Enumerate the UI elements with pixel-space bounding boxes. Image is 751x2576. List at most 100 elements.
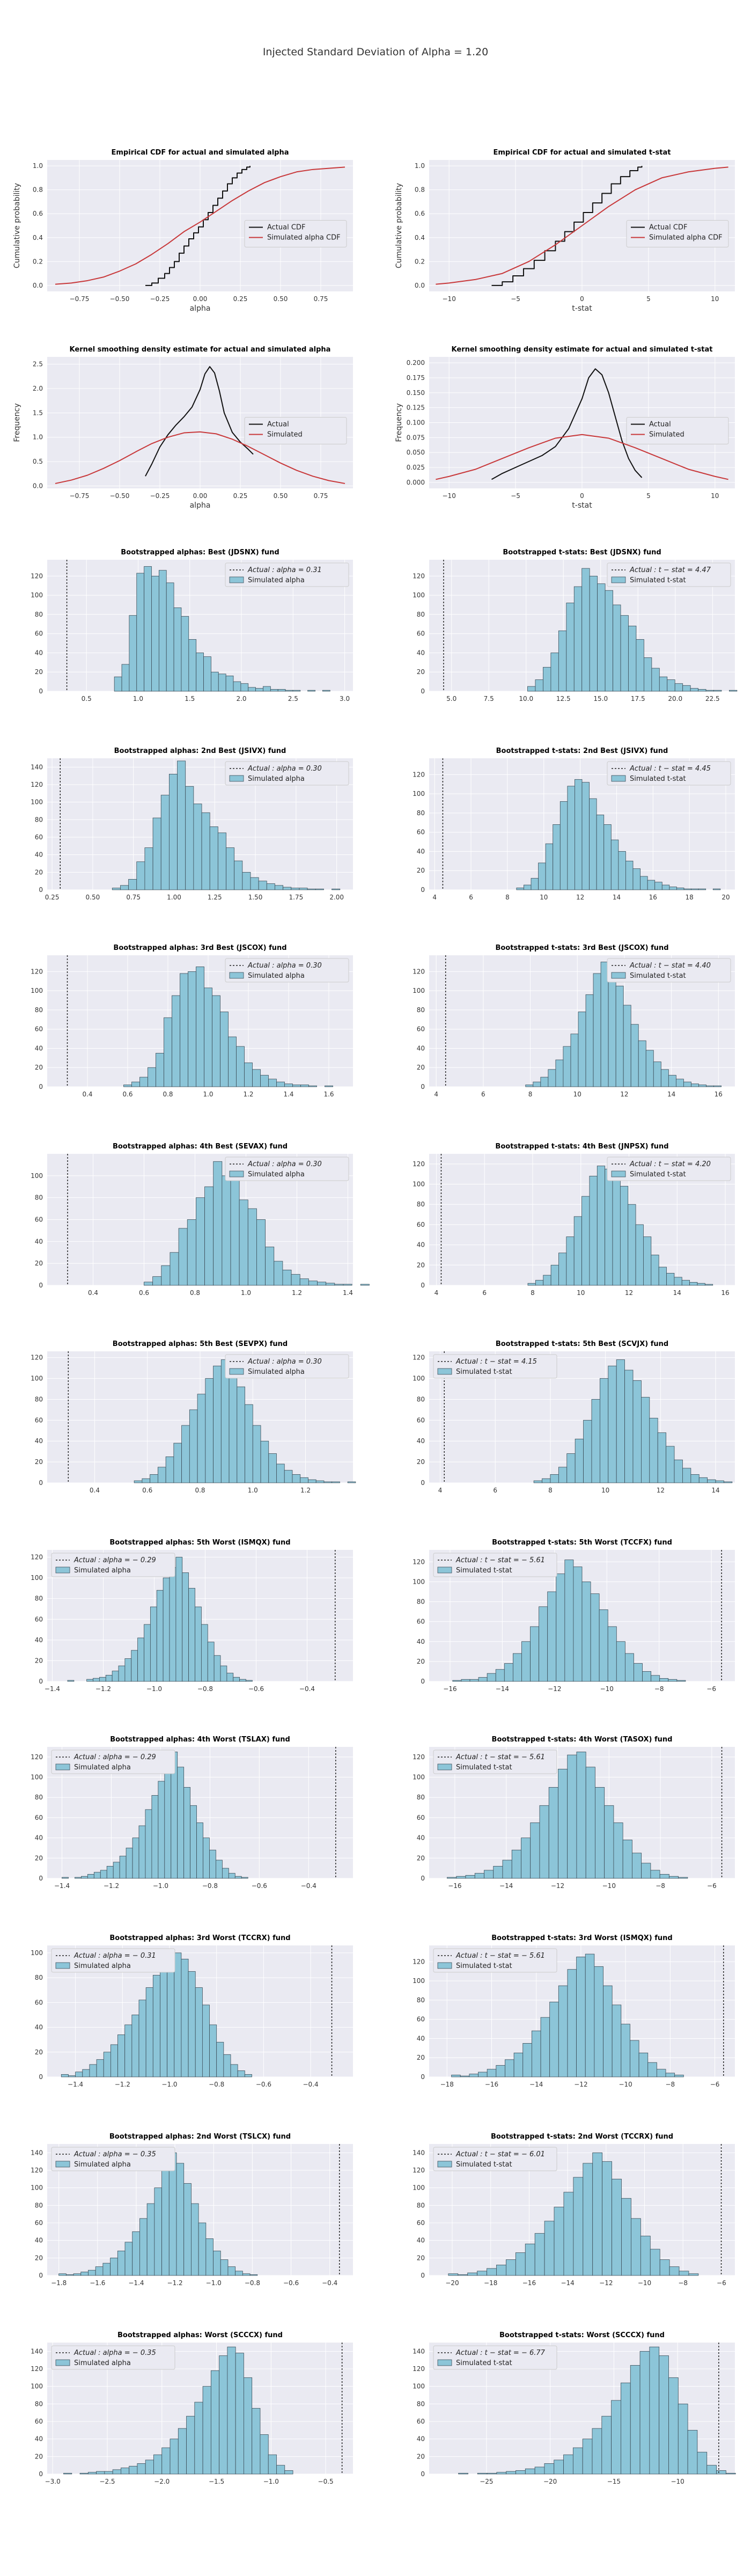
y-tick-label: 100	[413, 1375, 425, 1382]
histogram-bar	[636, 639, 644, 692]
y-tick-label: 80	[417, 1006, 425, 1014]
histogram-bar	[151, 1795, 159, 1879]
histogram-bar	[292, 1474, 301, 1483]
y-tick-label: 20	[417, 1854, 425, 1862]
histogram-bar	[563, 2454, 573, 2475]
legend-label: Simulated alpha	[248, 775, 305, 783]
histogram-bar	[220, 1012, 229, 1087]
histogram-bar	[575, 1438, 584, 1483]
histogram-bar	[212, 995, 220, 1087]
chart-h-a2: 0 20 40 60 80 100 120 140 0.25 0.50 0.75 1.00 1.25 1.…	[31, 747, 353, 901]
x-tick-label: −18	[440, 2081, 454, 2088]
histogram-bar	[187, 1219, 196, 1286]
x-tick-label: −14	[499, 1882, 513, 1890]
legend-box	[607, 562, 731, 587]
histogram-bar	[150, 1474, 158, 1483]
histogram-bar	[487, 1673, 496, 1682]
histogram-bar	[572, 2447, 583, 2475]
legend: Actual Simulated	[244, 417, 347, 444]
y-tick-label: 0.4	[33, 234, 43, 241]
histogram-bar	[181, 1959, 189, 2077]
x-tick-label: 0.50	[274, 492, 288, 500]
x-tick-label: 0.25	[45, 894, 60, 901]
y-tick-label: 60	[35, 630, 43, 638]
histogram-bar	[299, 1278, 309, 1286]
histogram-bar	[620, 1185, 629, 1286]
x-tick-label: −10	[671, 2478, 684, 2485]
y-tick-label: 60	[35, 1416, 43, 1424]
histogram-bar	[601, 2416, 612, 2475]
histogram-bar	[233, 681, 241, 692]
panel-title: Kernel smoothing density estimate for ac…	[452, 346, 713, 354]
y-tick-label: 0	[421, 2073, 425, 2081]
legend-label: Actual CDF	[649, 224, 687, 232]
y-tick-label: 120	[31, 1554, 43, 1561]
y-tick-label: 100	[413, 790, 425, 797]
y-tick-label: 40	[35, 2024, 43, 2031]
y-tick-label: 60	[35, 1216, 43, 1224]
y-tick-label: 60	[417, 2219, 425, 2227]
x-tick-label: 10	[577, 1289, 585, 1297]
histogram-bar	[197, 1394, 206, 1483]
histogram-bar	[616, 1359, 625, 1483]
histogram-bar	[570, 1034, 579, 1087]
histogram-bar	[567, 1969, 577, 2077]
x-tick-label: −18	[484, 2279, 497, 2287]
y-tick-label: 20	[417, 2254, 425, 2262]
y-tick-label: 0.175	[407, 374, 425, 382]
legend: Actual : alpha = − 0.31 Simulated alpha	[51, 1948, 175, 1973]
histogram-bar	[630, 2365, 640, 2475]
histogram-bar	[81, 1876, 88, 1879]
histogram-bar	[616, 1641, 625, 1682]
x-tick-label: 16	[649, 894, 657, 901]
y-tick-label: 0.6	[415, 210, 425, 217]
histogram-bar	[246, 1680, 253, 1682]
histogram-bar	[689, 1282, 698, 1286]
legend-box	[433, 1948, 557, 1973]
histogram-bar	[183, 2183, 192, 2276]
y-tick-label: 80	[35, 2201, 43, 2209]
legend-box	[51, 1948, 175, 1973]
histogram-bar	[590, 1593, 600, 1682]
legend-label: Actual : alpha = − 0.31	[73, 1952, 156, 1960]
histogram-bar	[145, 2460, 154, 2475]
histogram-bar	[621, 2198, 631, 2276]
y-tick-label: 120	[31, 968, 43, 975]
panel-title: Bootstrapped t-stats: Best (JDSNX) fund	[503, 548, 661, 557]
y-tick-label: 140	[413, 2149, 425, 2156]
y-tick-label: 40	[417, 1638, 425, 1645]
histogram-bar	[170, 2439, 179, 2475]
histogram-bar	[137, 2463, 146, 2475]
x-tick-label: 0.8	[190, 1289, 200, 1297]
y-tick-label: 120	[31, 2365, 43, 2373]
histogram-bar	[478, 1677, 488, 1682]
histogram-bar	[458, 2472, 468, 2475]
y-tick-label: 0.200	[407, 359, 425, 367]
y-axis-label: Cumulative probability	[13, 183, 21, 268]
x-tick-label: 10	[711, 295, 719, 303]
x-tick-label: −1.2	[104, 1882, 119, 1890]
histogram-bar	[452, 1680, 462, 1682]
histogram-bar	[245, 1404, 253, 1483]
x-tick-label: 1.0	[248, 1487, 258, 1494]
legend-label: Actual : t − stat = − 5.61	[455, 1753, 545, 1761]
x-tick-label: −8	[654, 1685, 664, 1693]
histogram-bar	[550, 1264, 559, 1286]
panel-title: Bootstrapped t-stats: 4th Worst (TASOX) …	[492, 1736, 673, 1744]
x-tick-label: 8	[531, 1289, 535, 1297]
histogram-bar	[621, 2024, 630, 2077]
histogram-bar	[188, 1971, 196, 2077]
histogram-bar	[612, 2178, 622, 2276]
histogram-bar	[343, 1284, 352, 1286]
histogram-bar	[191, 2203, 199, 2276]
histogram-bar	[632, 1380, 642, 1483]
histogram-bar	[185, 786, 194, 890]
histogram-bar	[534, 2467, 545, 2475]
y-tick-label: 40	[417, 1834, 425, 1842]
histogram-bar	[229, 1370, 238, 1483]
histogram-bar	[188, 971, 196, 1087]
legend-swatch	[55, 1962, 70, 1969]
histogram-bar	[334, 1284, 344, 1286]
y-tick-label: 40	[35, 1834, 43, 1842]
histogram-bar	[496, 2264, 506, 2276]
